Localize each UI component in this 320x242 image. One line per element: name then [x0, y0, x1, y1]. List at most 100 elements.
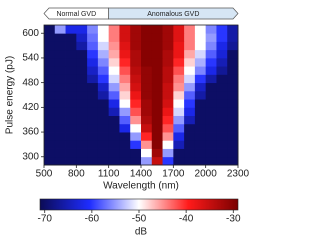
heat-cell	[205, 25, 217, 34]
heat-cell	[108, 107, 120, 116]
heat-cell	[141, 115, 153, 125]
heat-cell	[184, 132, 196, 141]
heat-cell	[205, 132, 217, 141]
heat-cell	[141, 66, 153, 75]
heat-cell	[44, 107, 56, 116]
heat-cell	[130, 90, 142, 100]
heat-cell	[54, 33, 66, 42]
heat-cell	[227, 132, 239, 141]
heat-cell	[216, 74, 228, 84]
heat-cell	[130, 57, 142, 67]
heat-cell	[184, 156, 196, 166]
heat-cell	[216, 107, 228, 116]
x-tick-label: 1700	[162, 169, 185, 180]
heat-cell	[194, 99, 207, 108]
heat-cell	[108, 123, 120, 133]
heat-cell	[44, 57, 56, 67]
heat-cell	[97, 140, 110, 149]
heat-cell	[97, 25, 110, 34]
heat-cell	[130, 115, 142, 125]
heat-cell	[141, 148, 153, 158]
heat-cell	[141, 99, 153, 108]
heat-cell	[141, 107, 153, 116]
heat-cell	[216, 90, 228, 100]
heat-cell	[184, 82, 196, 92]
heat-cell	[119, 66, 131, 75]
heat-cell	[108, 57, 120, 67]
heat-cell	[76, 74, 88, 84]
heat-cell	[44, 115, 56, 125]
heat-cell	[184, 123, 196, 133]
heat-cell	[205, 107, 217, 116]
heat-cell	[141, 57, 153, 67]
heat-cell	[97, 132, 110, 141]
heat-cell	[65, 90, 77, 100]
heat-cell	[108, 148, 120, 158]
heat-cell	[151, 57, 163, 67]
heat-cell	[54, 25, 66, 34]
heat-cell	[87, 90, 99, 100]
heat-cell	[76, 90, 88, 100]
heat-cell	[194, 74, 207, 84]
heat-cell	[173, 148, 185, 158]
heat-cell	[162, 41, 174, 51]
heat-cell	[119, 41, 131, 51]
heat-cell	[194, 66, 207, 75]
heat-cell	[54, 41, 66, 51]
heat-cell	[141, 25, 153, 34]
heat-cell	[216, 33, 228, 42]
heat-cell	[87, 57, 99, 67]
heat-cell	[141, 140, 153, 149]
heat-cell	[130, 82, 142, 92]
y-tick-label: 540	[22, 53, 39, 64]
heat-cell	[184, 57, 196, 67]
heat-cell	[194, 123, 207, 133]
heat-cell	[205, 41, 217, 51]
heat-cell	[151, 107, 163, 116]
heat-cell	[108, 49, 120, 59]
heat-cell	[141, 156, 153, 166]
heat-cell	[227, 41, 239, 51]
heat-cell	[205, 90, 217, 100]
heat-cell	[194, 41, 207, 51]
heat-cell	[44, 33, 56, 42]
heat-cell	[130, 33, 142, 42]
gvd-region	[43, 7, 110, 20]
heat-cell	[216, 140, 228, 149]
heat-cell	[173, 140, 185, 149]
heat-cell	[162, 33, 174, 42]
heat-cell	[44, 90, 56, 100]
x-tick-label: 2300	[227, 169, 250, 180]
heat-cell	[205, 74, 217, 84]
heat-cell	[194, 57, 207, 67]
heat-cell	[108, 66, 120, 75]
x-tick-label: 1100	[98, 169, 120, 180]
heat-cell	[97, 90, 110, 100]
heat-cell	[162, 123, 174, 133]
heat-cell	[194, 33, 207, 42]
heat-cell	[119, 33, 131, 42]
heat-cell	[162, 57, 174, 67]
heat-cell	[173, 90, 185, 100]
x-axis-label: Wavelength (nm)	[103, 181, 179, 192]
heat-cell	[205, 115, 217, 125]
heat-cell	[173, 41, 185, 51]
heat-cell	[162, 99, 174, 108]
heat-cell	[65, 49, 77, 59]
heat-cell	[227, 148, 239, 158]
heat-cell	[173, 99, 185, 108]
heat-cell	[97, 57, 110, 67]
y-tick-label: 600	[22, 28, 39, 39]
heat-cell	[151, 41, 163, 51]
heat-cell	[65, 57, 77, 67]
heat-cell	[119, 82, 131, 92]
heat-cell	[76, 107, 88, 116]
heat-cell	[194, 49, 207, 59]
heat-cell	[54, 90, 66, 100]
heat-cell	[227, 66, 239, 75]
heat-cell	[216, 148, 228, 158]
heat-cell	[130, 140, 142, 149]
heat-cell	[162, 66, 174, 75]
heat-cell	[65, 115, 77, 125]
